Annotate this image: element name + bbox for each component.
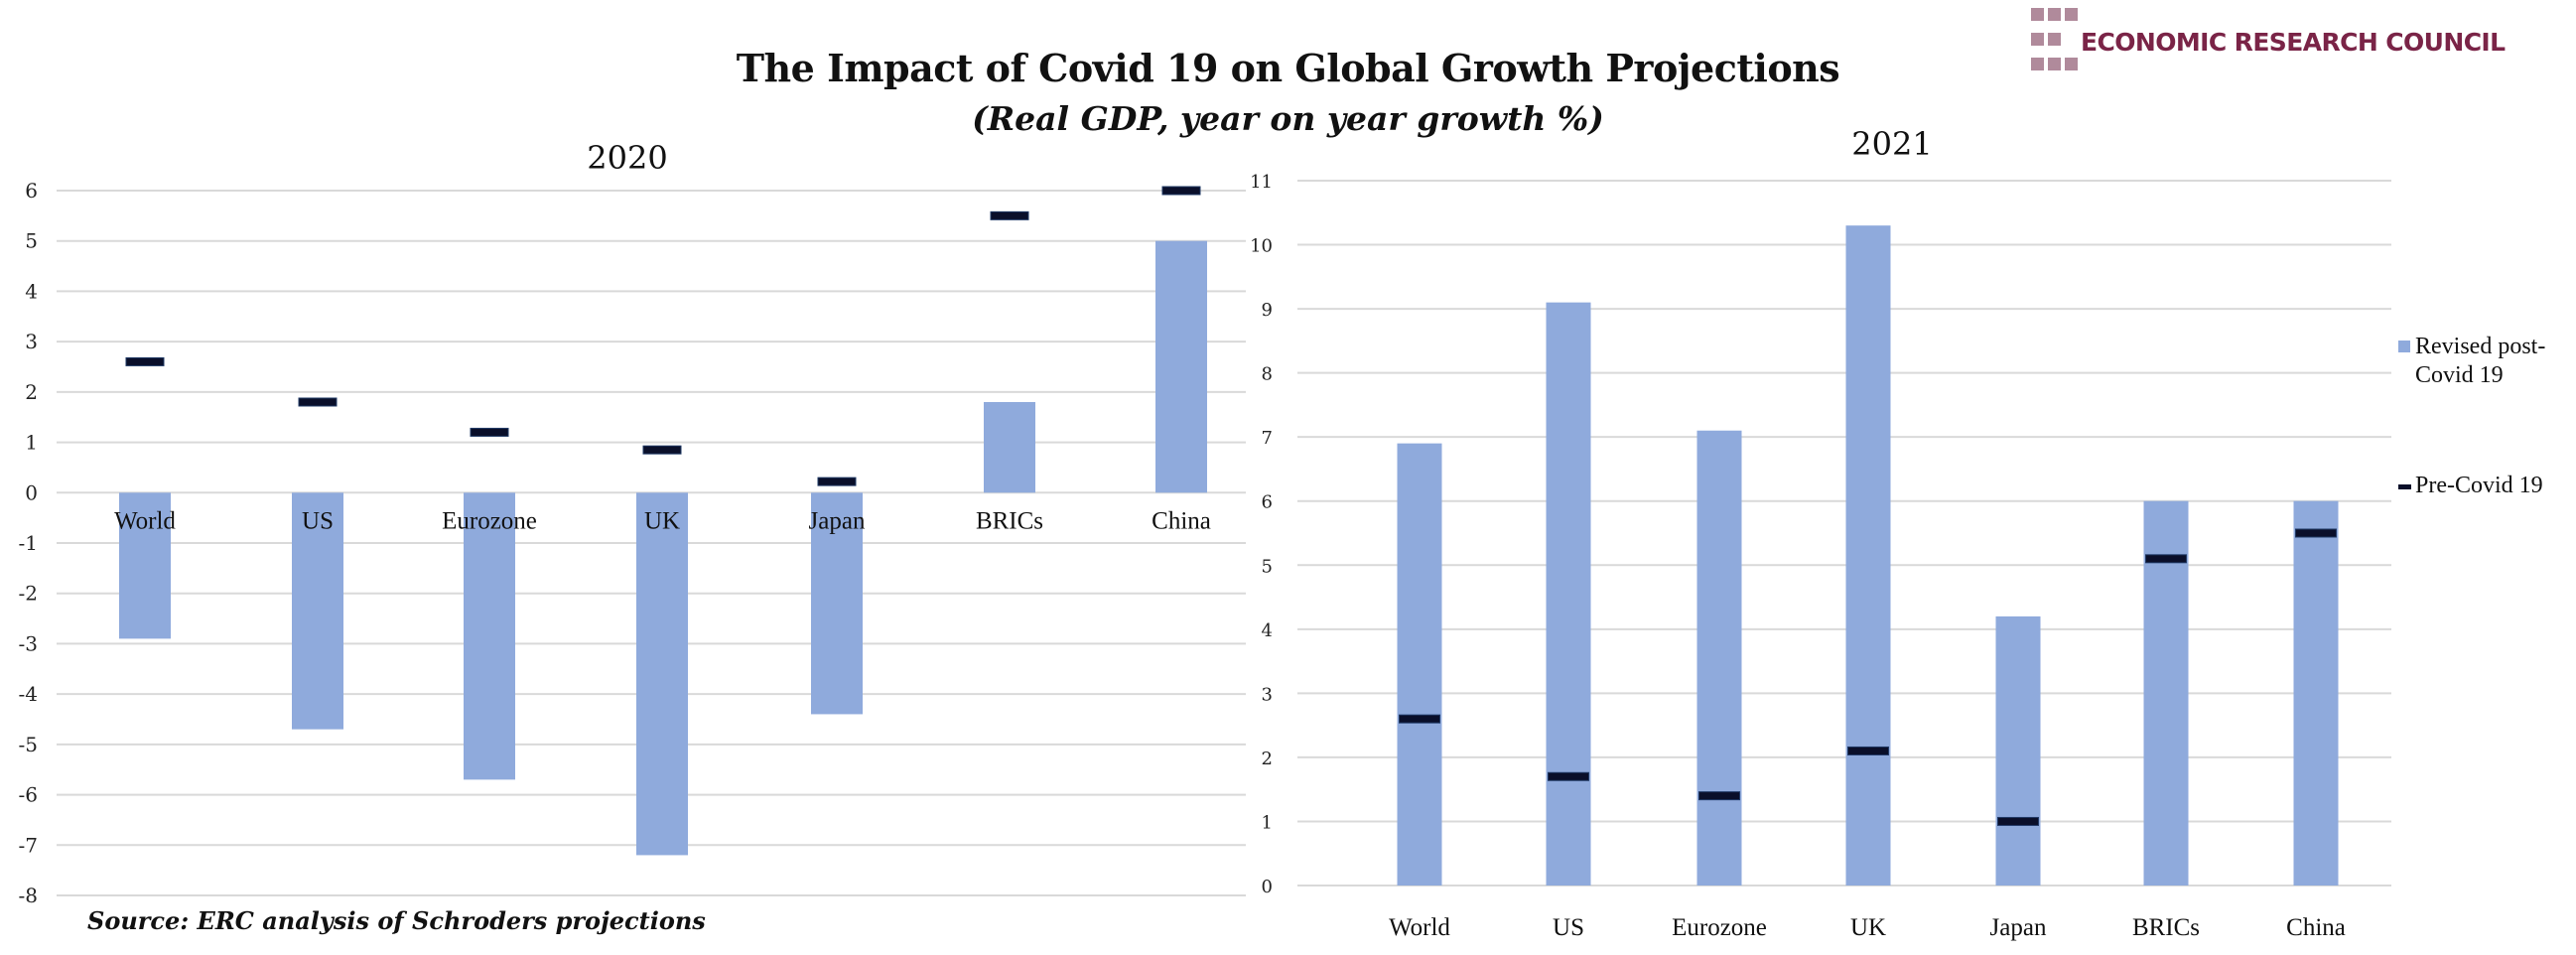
bar-revised-brics [984,402,1035,493]
y-tick-label: -3 [19,631,38,655]
y-tick-label: 2 [25,380,38,404]
x-category-label: US [1553,914,1584,941]
y-tick-label: 9 [1262,300,1273,321]
chart-title: The Impact of Covid 19 on Global Growth … [736,46,1840,90]
marker-precovid-brics [2145,554,2187,564]
chart-2020: 2020 6 5 4 3 2 1 0 -1 -2 -3 -4 -5 -6 -7 -8 World US Eurozo… [19,139,1246,907]
y-tick-label: 6 [1262,492,1273,513]
x-category-label: BRICs [2132,914,2200,941]
y-tick-label: -7 [19,833,38,857]
x-category-label: World [114,507,176,534]
chart-subtitle: (Real GDP, year on year growth %) [972,99,1604,138]
x-category-label: China [1152,507,1211,534]
x-category-label: Eurozone [442,507,537,534]
y-tick-label: 7 [1262,428,1273,449]
legend: Revised post- Covid 19 Pre-Covid 19 [2398,334,2545,498]
y-tick-label: 2 [1262,749,1273,769]
marker-precovid-japan [1997,816,2039,826]
x-category-label: BRICs [976,507,1043,534]
x-category-label: Japan [809,507,866,534]
bar-revised-us [1546,302,1591,886]
marker-precovid-world [1399,714,1440,724]
y-tick-label: 3 [25,330,38,353]
panel-title: 2021 [1851,125,1932,163]
y-tick-label: -1 [19,531,38,555]
panel-title: 2020 [587,139,667,177]
legend-label: Revised post- [2415,334,2545,359]
logo-text: ECONOMIC RESEARCH COUNCIL [2081,28,2506,57]
bar-revised-eurozone [464,492,515,780]
y-tick-label: 0 [25,480,38,504]
y-tick-label: 0 [1262,877,1273,897]
marker-precovid-japan [817,477,857,486]
y-tick-label: 6 [25,179,38,203]
y-tick-label: -2 [19,582,38,606]
y-tick-label: -4 [19,682,38,706]
marker-precovid-uk [642,445,682,455]
x-category-label: World [1389,914,1450,941]
marker-precovid-china [2295,528,2337,538]
source-note: Source: ERC analysis of Schroders projec… [87,906,706,935]
x-category-label: UK [644,507,680,534]
y-tick-label: 1 [1262,812,1273,833]
y-tick-label: 5 [25,229,38,253]
marker-precovid-brics [990,210,1029,220]
legend-label: Covid 19 [2415,362,2504,388]
legend-swatch-precovid [2398,484,2411,489]
bar-revised-uk [636,492,688,856]
y-tick-label: 4 [25,279,38,303]
y-tick-label: -8 [19,884,38,907]
y-tick-label: 8 [1262,364,1273,385]
erc-logo: ECONOMIC RESEARCH COUNCIL [2031,6,2567,75]
bar-revised-world [1397,443,1442,886]
y-tick-label: 5 [1262,556,1273,577]
bar-revised-japan [811,492,863,715]
marker-precovid-us [298,397,338,407]
y-tick-label: 4 [1262,620,1273,641]
y-tick-label: -5 [19,733,38,756]
y-tick-label: 3 [1262,684,1273,705]
x-category-label: Japan [1990,914,2047,941]
marker-precovid-eurozone [470,427,509,437]
marker-precovid-china [1161,186,1201,196]
legend-label: Pre-Covid 19 [2415,473,2543,498]
marker-precovid-us [1548,771,1589,781]
y-tick-label: 10 [1250,236,1273,257]
bar-revised-japan [1995,615,2041,886]
y-tick-label: 11 [1250,172,1273,193]
bar-revised-eurozone [1696,430,1742,886]
marker-precovid-world [125,356,165,366]
bar-revised-uk [1845,225,1891,886]
y-tick-label: -6 [19,783,38,807]
marker-precovid-eurozone [1698,791,1740,801]
x-category-label: China [2286,914,2346,941]
x-category-label: Eurozone [1672,914,1767,941]
bar-revised-brics [2143,500,2189,886]
legend-swatch-revised [2398,341,2410,352]
x-category-label: UK [1850,914,1886,941]
x-category-label: US [302,507,334,534]
bar-revised-china [2293,500,2339,886]
y-tick-label: 1 [25,431,38,455]
bar-revised-china [1155,240,1207,493]
marker-precovid-uk [1847,746,1889,755]
bar-revised-us [292,492,343,730]
bar-revised-world [119,492,171,639]
